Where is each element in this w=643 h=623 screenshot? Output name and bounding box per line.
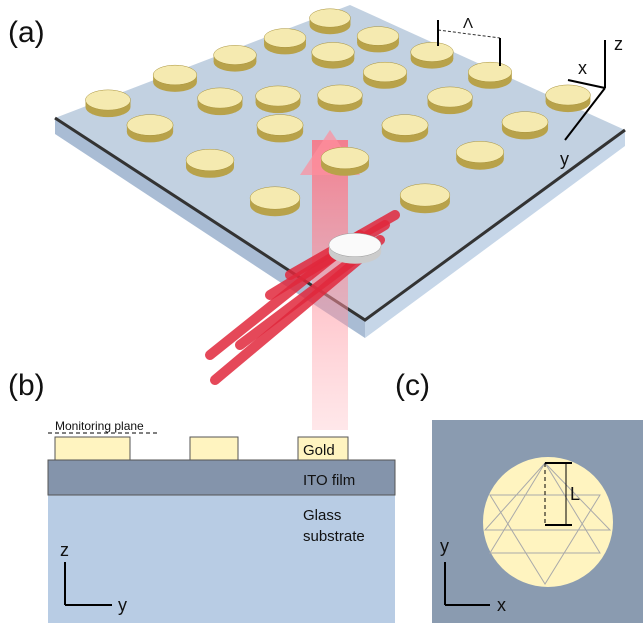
panel-a: (a) Λ z x y <box>8 5 626 430</box>
period-line <box>437 29 501 39</box>
period-label: Λ <box>463 15 473 32</box>
glass-label: substrate <box>303 528 365 545</box>
disk-part <box>311 42 355 62</box>
axis-label: x <box>578 58 587 78</box>
glass-layer <box>48 495 395 623</box>
axis-label: y <box>560 149 569 169</box>
gold-block <box>297 436 349 461</box>
disk-part <box>427 86 473 108</box>
disk-part <box>85 89 131 111</box>
length-label: L <box>570 484 580 504</box>
slab-edge <box>54 116 626 322</box>
disk-part <box>381 114 429 136</box>
disk-part <box>328 232 382 258</box>
disk-part <box>501 111 549 133</box>
disk-part <box>309 8 351 28</box>
panel-c: (c) L y x <box>395 369 643 623</box>
axes-c <box>444 562 490 606</box>
axes-a <box>564 40 606 141</box>
gold-label: Gold <box>303 442 335 459</box>
axes-b <box>64 562 112 606</box>
gold-disks <box>85 8 591 264</box>
glass-label: Glass <box>303 507 341 524</box>
disk-part <box>255 85 301 107</box>
gold-disk <box>483 457 613 587</box>
ito-layer <box>47 459 396 496</box>
disk-part <box>256 114 304 136</box>
panel-label: (a) <box>8 16 45 49</box>
disk-part <box>467 61 513 83</box>
disk-part <box>356 26 400 46</box>
slab-right-face <box>365 130 625 338</box>
disk-part <box>263 28 307 48</box>
disk-part <box>213 45 257 65</box>
disk-part <box>362 61 408 83</box>
axis-label: y <box>440 536 449 556</box>
gold-block <box>54 436 131 461</box>
ito-label: ITO film <box>303 472 355 489</box>
disk-part <box>410 42 454 62</box>
disk-part <box>399 183 451 207</box>
disk-part <box>455 141 505 163</box>
disk-part <box>317 84 363 106</box>
disk-part <box>197 87 243 109</box>
disk-part <box>249 186 301 210</box>
disk-part <box>545 84 591 106</box>
axis-label: z <box>60 540 69 560</box>
panel-label: (c) <box>395 369 430 402</box>
axis-label: y <box>118 595 127 615</box>
monitoring-label: Monitoring plane <box>55 419 144 433</box>
gold-block <box>189 436 239 461</box>
axis-label: z <box>614 34 623 54</box>
disk-part <box>152 64 198 86</box>
disk-part <box>126 114 174 136</box>
panel-label: (b) <box>8 369 45 402</box>
panel-b: (b) Monitoring plane Gold ITO film Glass… <box>8 369 396 623</box>
disk-part <box>185 148 235 172</box>
axis-label: x <box>497 595 506 615</box>
disk-part <box>320 146 370 170</box>
